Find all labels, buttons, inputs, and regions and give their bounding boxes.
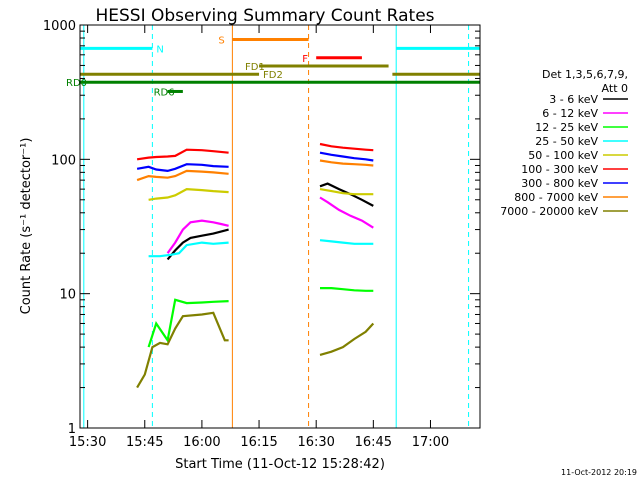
x-axis-label: Start Time (11-Oct-12 15:28:42) <box>175 457 385 472</box>
series-line-12-25-kev-2 <box>320 287 374 292</box>
flag-label-fd2: FD2 <box>263 70 283 81</box>
flag-label-rd0: RD0 <box>66 78 87 89</box>
flag-label-s: S <box>218 35 224 46</box>
legend-label-7000-20000-kev: 7000 - 20000 keV <box>500 205 598 218</box>
flag-label-fd1: FD1 <box>245 62 265 73</box>
legend-label-800-7000-kev: 800 - 7000 keV <box>514 191 598 204</box>
series-line-7000-20000-kev-1 <box>136 311 229 389</box>
timestamp: 11-Oct-2012 20:19 <box>561 468 637 477</box>
x-tick-label-17-00: 17:00 <box>412 435 449 450</box>
series-line-100-300-kev-1 <box>136 148 229 161</box>
y-axis-label: Count Rate (s⁻¹ detector⁻¹) <box>19 138 34 315</box>
plot-frame <box>79 24 481 429</box>
series-line-25-50-kev-2 <box>319 239 374 245</box>
legend-header-1: Det 1,3,5,6,7,9, <box>542 68 628 81</box>
series-line-3-6-kev-2 <box>319 182 374 207</box>
series-line-50-100-kev-2 <box>319 188 374 196</box>
x-tick-label-15-30: 15:30 <box>69 435 106 450</box>
flag-label-n: N <box>156 44 163 55</box>
flag-label-rd6: RD6 <box>154 87 175 98</box>
y-tick-label-100: 100 <box>51 153 76 168</box>
chart-title: HESSI Observing Summary Count Rates <box>95 6 434 26</box>
y-tick-label-1000: 1000 <box>43 19 76 34</box>
legend-label-100-300-kev: 100 - 300 keV <box>521 163 598 176</box>
flag-label-f: F <box>302 54 308 65</box>
x-tick-label-16-15: 16:15 <box>240 435 277 450</box>
legend-header-2: Att 0 <box>602 82 628 95</box>
legend-label-300-800-kev: 300 - 800 keV <box>521 177 598 190</box>
series-line-6-12-kev-2 <box>319 196 374 229</box>
series-line-12-25-kev-1 <box>147 298 229 348</box>
legend-label-25-50-kev: 25 - 50 keV <box>535 135 598 148</box>
x-tick-label-15-45: 15:45 <box>126 435 163 450</box>
series-line-300-800-kev-1 <box>136 163 229 173</box>
series-line-3-6-kev-1 <box>166 228 229 261</box>
series-line-800-7000-kev-1 <box>136 169 229 182</box>
y-tick-label-1: 1 <box>68 422 76 437</box>
series-line-300-800-kev-2 <box>319 151 374 162</box>
series-line-50-100-kev-1 <box>148 187 229 201</box>
y-tick-label-10: 10 <box>59 288 76 303</box>
legend-label-50-100-kev: 50 - 100 keV <box>528 149 598 162</box>
x-tick-label-16-30: 16:30 <box>297 435 334 450</box>
series-line-100-300-kev-2 <box>319 142 374 152</box>
x-tick-label-16-45: 16:45 <box>355 435 392 450</box>
legend-label-6-12-kev: 6 - 12 keV <box>542 107 598 120</box>
series-line-7000-20000-kev-2 <box>319 322 375 356</box>
legend-label-12-25-kev: 12 - 25 keV <box>535 121 598 134</box>
legend-label-3-6-kev: 3 - 6 keV <box>549 93 598 106</box>
x-tick-label-16-00: 16:00 <box>183 435 220 450</box>
series-line-800-7000-kev-2 <box>319 159 374 167</box>
series-line-25-50-kev-1 <box>148 241 229 258</box>
series-line-6-12-kev-1 <box>166 219 229 254</box>
